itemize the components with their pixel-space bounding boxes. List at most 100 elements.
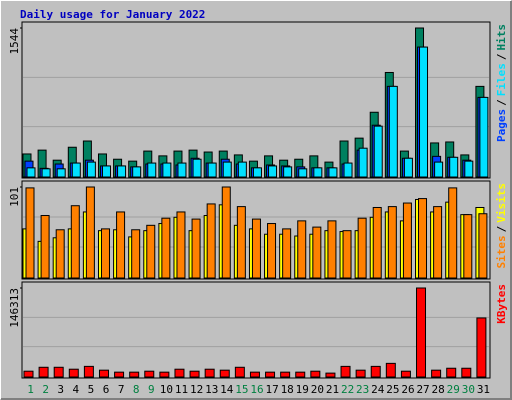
x-tick-label: 26: [401, 383, 414, 396]
bar: [159, 371, 170, 378]
x-tick-label: 31: [477, 383, 490, 396]
legend-entry: Sites: [495, 235, 508, 268]
legend: Pages / Files / Hits: [495, 24, 508, 142]
y-tick-label: 146313: [8, 288, 21, 328]
legend-separator: /: [495, 225, 508, 232]
bar: [26, 167, 36, 178]
bar: [372, 206, 382, 279]
bar: [100, 228, 110, 279]
bar: [249, 371, 260, 378]
bar: [464, 160, 474, 178]
bar: [418, 198, 428, 279]
bar: [117, 165, 127, 178]
bar: [85, 186, 95, 279]
legend-separator: /: [495, 99, 508, 106]
bar: [176, 211, 186, 279]
x-tick-label: 27: [416, 383, 429, 396]
bar: [101, 165, 111, 178]
bar: [204, 368, 215, 378]
bar: [222, 161, 232, 178]
bar: [56, 168, 66, 178]
x-tick-label: 20: [311, 383, 324, 396]
bar: [174, 368, 185, 378]
bar: [219, 369, 230, 378]
panel: [21, 281, 491, 379]
bar: [86, 161, 96, 178]
x-tick-label: 30: [462, 383, 475, 396]
x-tick-label: 17: [265, 383, 278, 396]
x-tick-label: 25: [386, 383, 399, 396]
bar: [23, 370, 34, 378]
bar: [221, 186, 231, 279]
bar: [191, 218, 201, 279]
bar: [144, 370, 155, 378]
bar: [400, 370, 411, 378]
x-tick-label: 1: [27, 383, 34, 396]
bar: [298, 168, 308, 178]
bar: [310, 370, 321, 378]
bar: [70, 205, 80, 279]
x-tick-label: 22: [341, 383, 354, 396]
bar: [83, 365, 94, 378]
x-tick-label: 24: [371, 383, 385, 396]
bar: [116, 211, 126, 279]
bar: [355, 369, 366, 378]
bar: [114, 371, 125, 378]
legend-entry: Files: [495, 63, 508, 96]
bar: [55, 229, 65, 279]
bar: [478, 213, 488, 279]
bar: [449, 156, 459, 178]
bar: [40, 215, 50, 279]
bar: [267, 223, 277, 279]
x-tick-label: 28: [432, 383, 445, 396]
bar: [448, 187, 458, 279]
x-tick-label: 3: [57, 383, 64, 396]
x-tick-label: 5: [88, 383, 95, 396]
bar: [251, 218, 261, 279]
x-tick-label: 14: [220, 383, 234, 396]
bar: [53, 366, 64, 378]
bar: [192, 158, 202, 178]
bar: [177, 162, 187, 178]
x-tick-label: 12: [190, 383, 203, 396]
bar: [313, 167, 323, 178]
x-tick-label: 23: [356, 383, 369, 396]
bar: [129, 371, 140, 378]
legend: KBytes: [495, 284, 508, 324]
bar: [402, 202, 412, 279]
bar: [476, 317, 487, 378]
x-tick-label: 19: [296, 383, 309, 396]
bar: [357, 217, 367, 279]
bar: [416, 287, 427, 378]
x-tick-label: 6: [103, 383, 110, 396]
bar: [147, 162, 157, 178]
bar: [433, 206, 443, 279]
legend-entry: Hits: [495, 24, 508, 51]
bar: [446, 367, 457, 378]
bar: [161, 217, 171, 279]
bar: [280, 371, 291, 378]
bar: [207, 162, 217, 178]
bar: [268, 165, 278, 178]
bar: [434, 161, 444, 178]
bar: [373, 125, 383, 178]
bar: [252, 167, 262, 178]
legend-separator: /: [495, 53, 508, 60]
x-tick-label: 15: [235, 383, 248, 396]
bar: [385, 362, 396, 378]
legend-entry: KBytes: [495, 284, 508, 324]
bar: [403, 157, 413, 178]
bar: [387, 206, 397, 279]
x-tick-label: 29: [447, 383, 460, 396]
bar: [206, 203, 216, 279]
bar: [295, 371, 306, 378]
legend: Sites / Visits: [495, 183, 508, 269]
chart-title: Daily usage for January 2022: [20, 8, 205, 21]
x-tick-label: 9: [148, 383, 155, 396]
bar: [132, 166, 142, 178]
x-tick-label: 11: [175, 383, 188, 396]
bar: [343, 162, 353, 178]
bar: [234, 366, 245, 378]
